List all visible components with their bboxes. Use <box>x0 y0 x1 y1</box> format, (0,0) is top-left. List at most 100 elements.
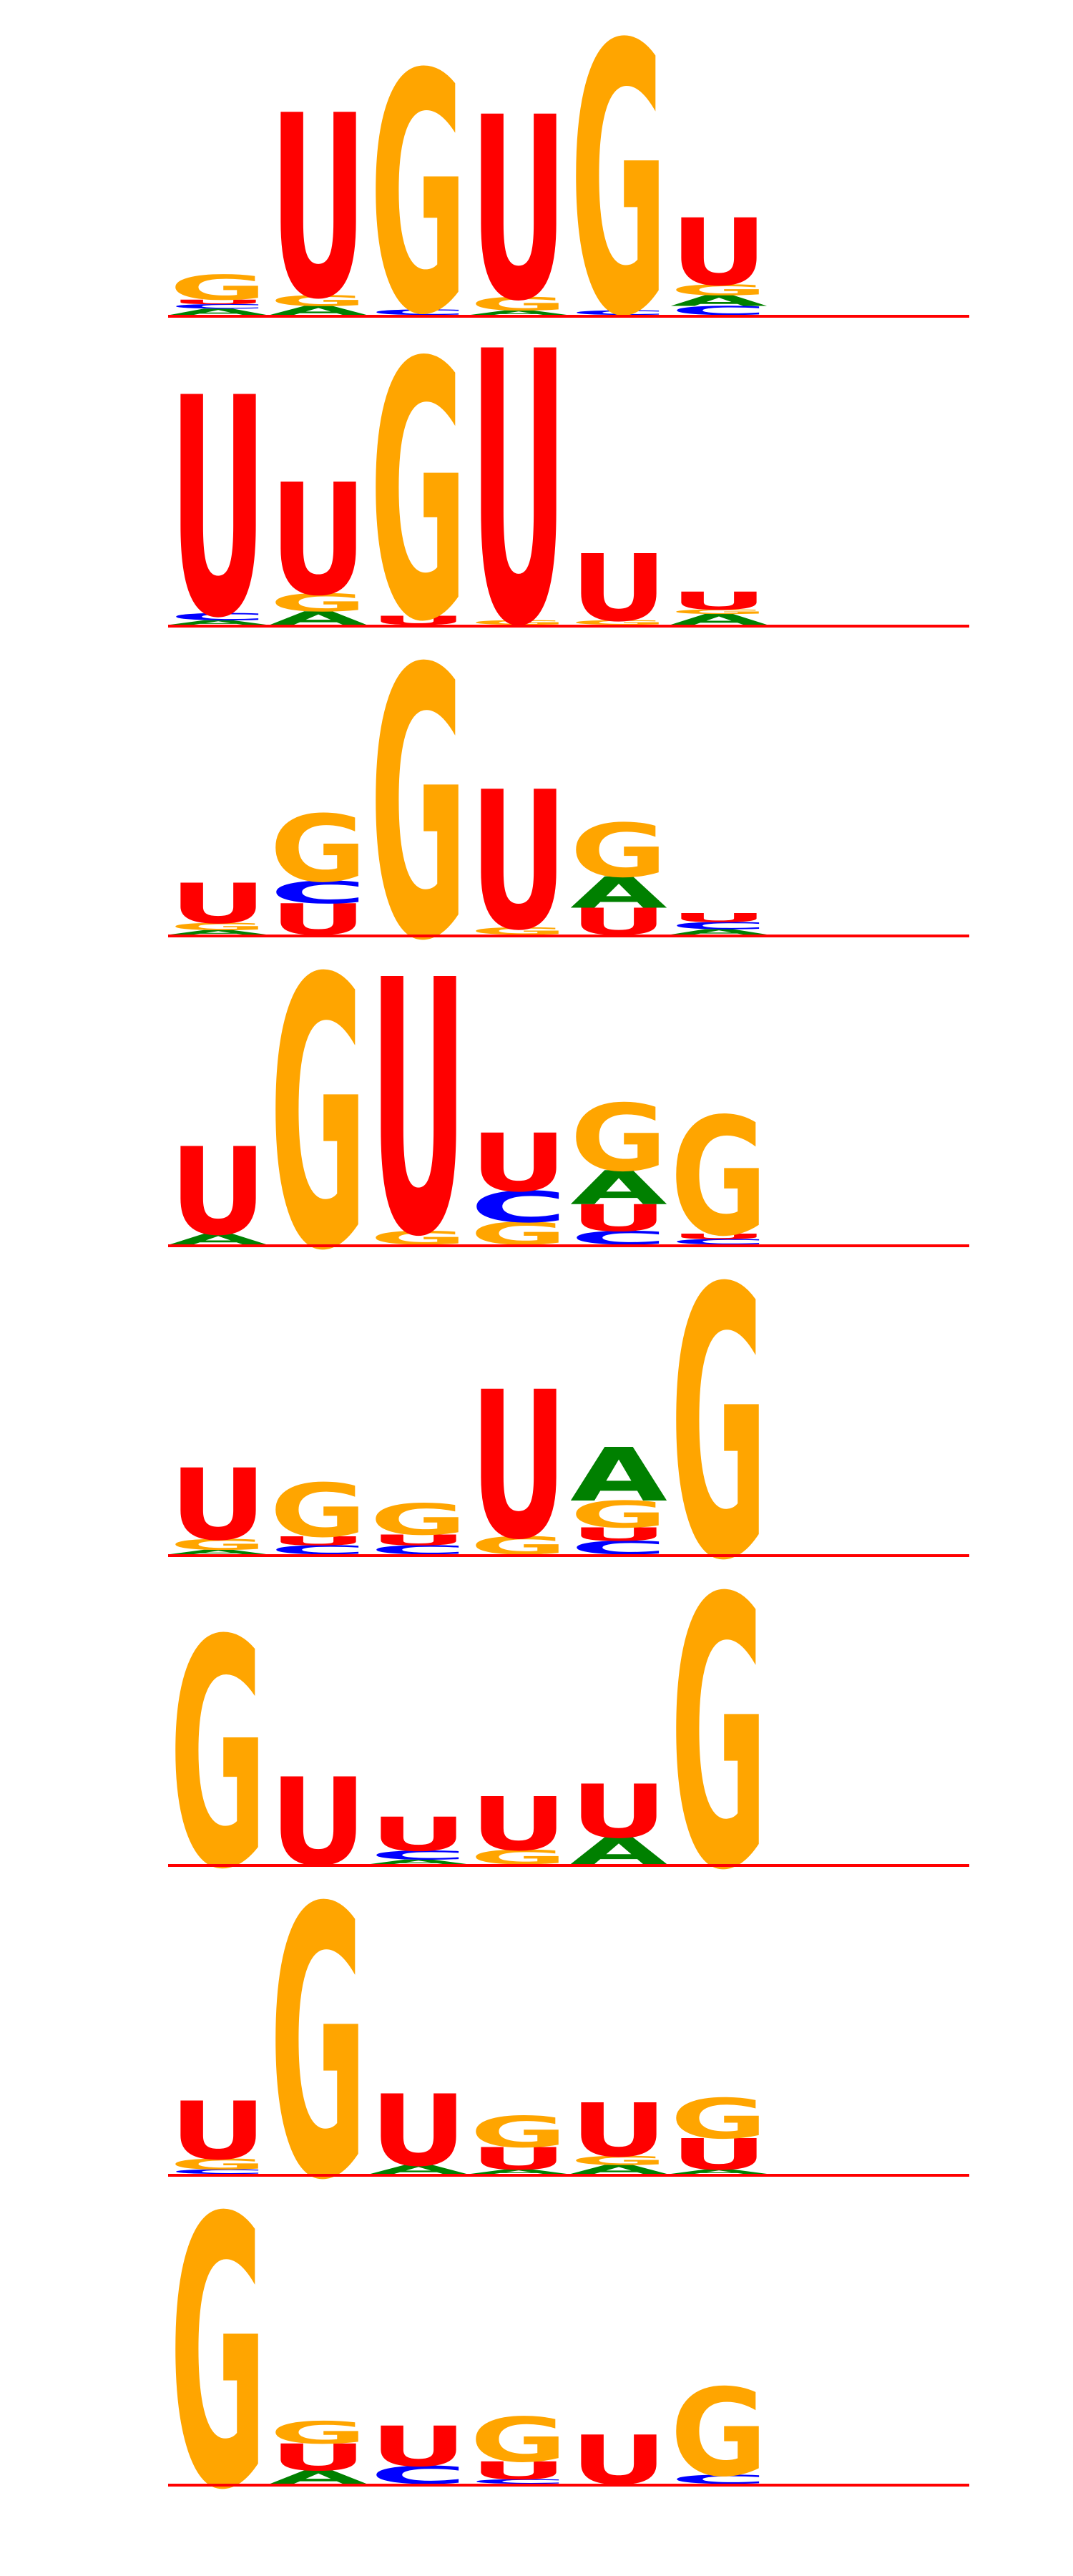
motif-1-pos-6-letter-U: U <box>670 200 768 307</box>
motif-2-pos-1-letter-A: A <box>170 619 267 626</box>
motif-5-pos-3-letter-G: G <box>370 1495 467 1545</box>
motif-5-pos-4-letter-U: U <box>470 1348 567 1584</box>
motif-4-pos-6-letter-U: U <box>670 1232 768 1241</box>
motif-1-pos-3-letter-C: C <box>370 308 467 316</box>
motif-8-pos-1-letter-G: G <box>170 2140 267 2571</box>
motif-4-pos-6-letter-G: G <box>670 1083 768 1272</box>
motif-7-pos-5-letter-G: G <box>570 2154 667 2168</box>
motif-3-pos-2-letter-G: G <box>270 795 367 902</box>
motif-8-pos-4-letter-G: G <box>470 2405 567 2476</box>
motif-1-pos-6-letter-G: G <box>670 281 768 298</box>
motif-1-pos-6-letter-A: A <box>670 293 768 310</box>
motif-2-pos-3-letter-U: U <box>370 613 467 628</box>
motif-8-pos-2-letter-U: U <box>270 2436 367 2479</box>
motif-5-pos-5-letter-U: U <box>570 1524 667 1546</box>
motif-2-pos-1-letter-C: C <box>170 611 267 623</box>
motif-3-pos-3-letter-G: G <box>370 590 467 1022</box>
motif-6-pos-3-letter-A: A <box>370 1858 467 1865</box>
motif-1-pos-1-letter-U: U <box>170 298 267 306</box>
motif-5-pos-6-letter-G: G <box>670 1210 768 1641</box>
motif-7-pos-4-letter-U: U <box>470 2141 567 2177</box>
motif-7-pos-4-letter-G: G <box>470 2107 567 2157</box>
motif-7-pos-6-letter-U: U <box>670 2129 768 2180</box>
motif-5-pos-1-letter-A: A <box>170 1548 267 1556</box>
motif-3-pos-1-letter-U: U <box>170 872 267 936</box>
motif-1-pos-1-letter-G: G <box>170 268 267 308</box>
motif-3-pos-4-letter-G: G <box>470 925 567 937</box>
motif-4-pos-1-letter-A: A <box>170 1231 267 1248</box>
motif-6-pos-4-letter-U: U <box>470 1782 567 1868</box>
motif-7-pos-5-letter-A: A <box>570 2162 667 2177</box>
motif-7-pos-1-letter-U: U <box>170 2084 267 2177</box>
motif-8-pos-6-letter-C: C <box>670 2472 768 2487</box>
motif-2-pos-3-letter-G: G <box>370 288 467 699</box>
motif-2-pos-2-letter-U: U <box>270 452 367 630</box>
motif-5-pos-1-letter-G: G <box>170 1536 267 1553</box>
motif-4-pos-5-letter-U: U <box>570 1197 667 1240</box>
motif-4-pos-1-letter-U: U <box>170 1122 267 1262</box>
motif-1-pos-4-letter-U: U <box>470 63 567 356</box>
motif-4-pos-5-letter-A: A <box>570 1161 667 1216</box>
motif-5-pos-2-letter-U: U <box>270 1534 367 1548</box>
motif-2-pos-5-letter-G: G <box>570 619 667 626</box>
motif-1-pos-5-letter-C: C <box>570 309 667 316</box>
motif-7-pos-1-letter-C: C <box>170 2168 267 2175</box>
motif-8-pos-4-letter-U: U <box>470 2457 567 2485</box>
motif-4-pos-3-letter-U: U <box>370 907 467 1314</box>
motif-8-pos-6-letter-G: G <box>670 2363 768 2503</box>
motif-5-pos-2-letter-G: G <box>270 1468 367 1554</box>
motif-5-pos-3-letter-C: C <box>370 1543 467 1557</box>
motif-2-pos-1-letter-U: U <box>170 335 267 685</box>
motif-7-pos-1-letter-G: G <box>170 2156 267 2173</box>
motif-2-pos-4-letter-U: U <box>470 273 567 709</box>
motif-4-pos-6-letter-C: C <box>670 1237 768 1246</box>
motif-4-pos-4-letter-U: U <box>470 1117 567 1210</box>
motif-logo-2: ACU AGU UG GU GU AGU <box>168 273 969 709</box>
motif-7-pos-2-letter-G: G <box>270 1830 367 2261</box>
motif-5-pos-3-letter-U: U <box>370 1532 467 1549</box>
motif-4-pos-4-letter-C: C <box>470 1182 567 1232</box>
motif-1-pos-2-letter-A: A <box>270 303 367 318</box>
motif-1-pos-4-letter-A: A <box>470 309 567 316</box>
motif-4-pos-2-letter-G: G <box>270 900 367 1332</box>
motif-6-pos-3-letter-C: C <box>370 1848 467 1863</box>
motif-7-pos-4-letter-A: A <box>470 2168 567 2175</box>
motif-1-pos-2-letter-G: G <box>270 292 367 309</box>
motif-3-pos-6-letter-C: C <box>670 920 768 932</box>
motif-2-pos-2-letter-G: G <box>270 589 367 618</box>
motif-8-pos-2-letter-G: G <box>270 2415 367 2451</box>
motif-6-pos-5-letter-U: U <box>570 1769 667 1855</box>
motif-7-pos-6-letter-A: A <box>670 2168 768 2175</box>
motif-8-pos-3-letter-U: U <box>370 2414 467 2479</box>
motif-3-pos-2-letter-C: C <box>270 874 367 910</box>
motif-1-pos-2-letter-U: U <box>270 62 367 355</box>
motif-6-pos-1-letter-G: G <box>170 1574 267 1938</box>
motif-3-pos-6-letter-U: U <box>670 911 768 925</box>
motif-2-pos-6-letter-A: A <box>670 611 768 628</box>
motif-3-pos-6-letter-A: A <box>670 927 768 936</box>
motif-logo-6: G U ACU GU AU G <box>168 1520 969 1952</box>
motif-3-pos-5-letter-A: A <box>570 868 667 918</box>
motif-7-pos-3-letter-A: A <box>370 2162 467 2177</box>
motif-3-pos-4-letter-U: U <box>470 752 567 973</box>
motif-1-pos-4-letter-G: G <box>470 293 567 315</box>
motif-3-pos-1-letter-G: G <box>170 921 267 932</box>
motif-5-pos-5-letter-G: G <box>570 1493 667 1536</box>
motif-2-pos-6-letter-G: G <box>670 608 768 615</box>
motif-2-pos-4-letter-G: G <box>470 619 567 626</box>
motif-6-pos-6-letter-G: G <box>670 1520 768 1951</box>
motif-1-pos-3-letter-G: G <box>370 5 467 388</box>
motif-8-pos-5-letter-U: U <box>570 2421 667 2500</box>
motif-6-pos-3-letter-U: U <box>370 1807 467 1862</box>
motif-5-pos-5-letter-A: A <box>570 1432 667 1518</box>
motif-2-pos-6-letter-U: U <box>670 587 768 615</box>
motif-1-pos-5-letter-G: G <box>570 0 667 398</box>
motif-4-pos-5-letter-G: G <box>570 1085 667 1192</box>
